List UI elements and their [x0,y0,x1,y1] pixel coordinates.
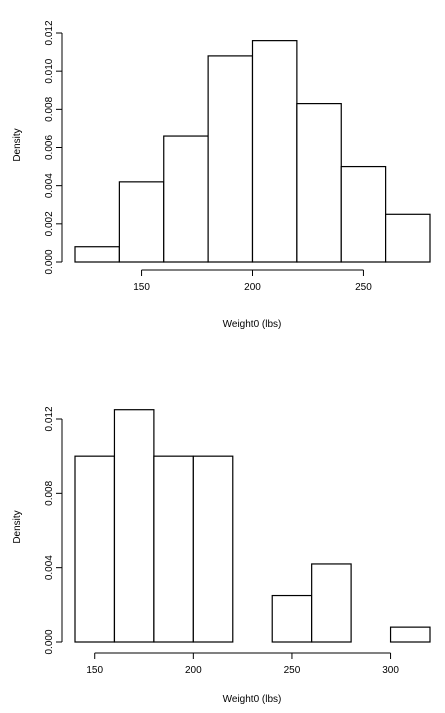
y-tick-label: 0.006 [44,135,55,160]
histogram-bar [340,165,387,263]
y-tick-label: 0.004 [44,173,55,198]
y-tick-label: 0.008 [44,96,55,121]
histogram-bar [296,103,342,263]
x-axis-title: Weight0 (lbs) [223,319,282,330]
x-axis: 150 200 250 [133,269,372,293]
histogram-bar [311,563,352,643]
histogram-bar [74,246,120,263]
histogram-bottom: Density Weight0 (lbs) 0.0000.0040.0080.0… [12,406,431,705]
x-tick-label: 200 [185,665,202,676]
bars [74,40,431,263]
histogram-bar [271,594,313,643]
x-tick-label: 150 [133,282,150,293]
histogram-bar [385,213,431,263]
x-tick-label: 200 [244,282,261,293]
y-tick-label: 0.002 [44,211,55,236]
x-axis: 150 200 250 300 [86,652,399,676]
y-tick-label: 0.004 [44,555,55,580]
y-tick-label: 0.012 [44,20,55,45]
x-tick-label: 150 [86,665,103,676]
y-tick-label: 0.000 [44,629,55,654]
histogram-bar [389,626,431,643]
y-tick-label: 0.000 [44,249,55,274]
histogram-bar [113,409,155,643]
histogram-top: Density Weight0 (lbs) 0.0000.0020.0040.0… [12,20,431,330]
y-axis-title: Density [12,510,23,543]
x-tick-label: 300 [382,665,399,676]
x-tick-label: 250 [355,282,372,293]
y-axis: 0.000 0.002 0.004 0.006 0.008 0.010 0.012 [44,20,63,275]
bars [74,409,431,643]
histogram-bar [153,455,194,643]
histogram-bar [163,135,209,263]
x-tick-label: 250 [284,665,301,676]
y-axis: 0.000 0.004 0.008 0.012 [44,406,63,655]
x-axis-title: Weight0 (lbs) [223,694,282,705]
y-tick-label: 0.008 [44,480,55,505]
y-axis-title: Density [12,128,23,161]
y-tick-label: 0.012 [44,406,55,431]
histogram-bar [207,55,254,263]
histogram-bar [192,455,234,643]
y-tick-label: 0.010 [44,58,55,83]
histogram-bar [118,181,165,263]
histogram-bar [251,40,298,263]
histogram-bar [74,455,116,643]
